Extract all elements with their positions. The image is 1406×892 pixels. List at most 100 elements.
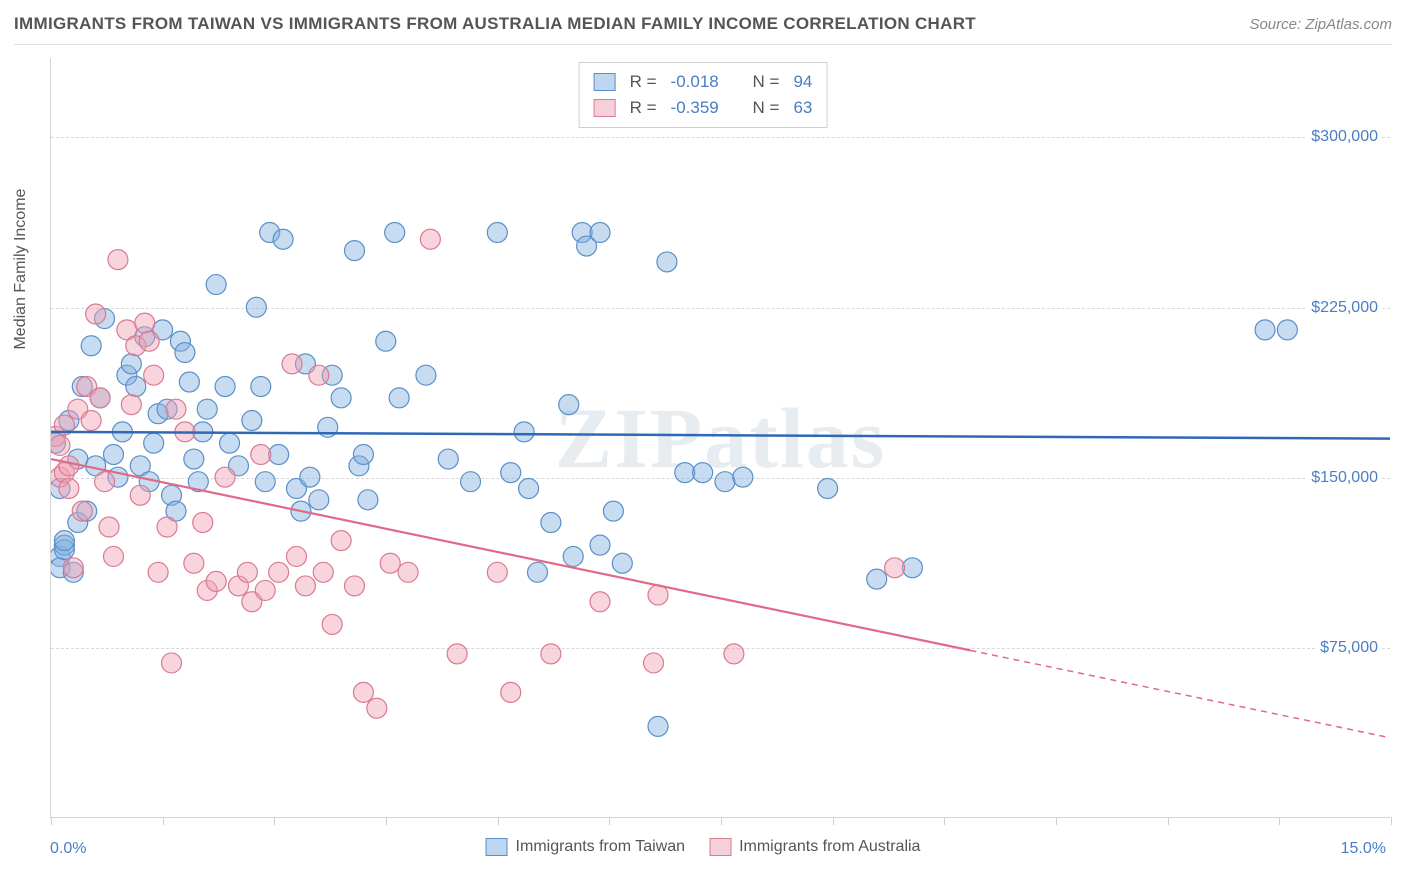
scatter-point — [563, 546, 583, 566]
xtick — [944, 817, 945, 825]
legend-row-australia: R = -0.359 N = 63 — [594, 95, 813, 121]
scatter-point — [519, 478, 539, 498]
scatter-point — [902, 558, 922, 578]
scatter-point — [367, 698, 387, 718]
scatter-point — [461, 472, 481, 492]
n-label: N = — [753, 69, 780, 95]
scatter-point — [358, 490, 378, 510]
scatter-point — [184, 449, 204, 469]
scatter-point — [385, 222, 405, 242]
scatter-point — [193, 512, 213, 532]
scatter-point — [389, 388, 409, 408]
scatter-point — [175, 343, 195, 363]
swatch-pink — [594, 99, 616, 117]
scatter-point — [86, 304, 106, 324]
scatter-point — [179, 372, 199, 392]
scatter-point — [514, 422, 534, 442]
scatter-point — [95, 472, 115, 492]
scatter-point — [331, 531, 351, 551]
scatter-point — [126, 377, 146, 397]
scatter-point — [313, 562, 333, 582]
swatch-pink — [709, 838, 731, 856]
chart-title: IMMIGRANTS FROM TAIWAN VS IMMIGRANTS FRO… — [14, 14, 976, 34]
scatter-point — [246, 297, 266, 317]
series-legend-taiwan: Immigrants from Taiwan — [486, 838, 686, 856]
scatter-point — [157, 517, 177, 537]
scatter-point — [331, 388, 351, 408]
scatter-point — [541, 644, 561, 664]
scatter-point — [693, 463, 713, 483]
ytick-label: $150,000 — [1307, 469, 1382, 487]
scatter-point — [398, 562, 418, 582]
scatter-point — [867, 569, 887, 589]
scatter-point — [590, 592, 610, 612]
scatter-point — [345, 576, 365, 596]
xtick — [498, 817, 499, 825]
scatter-point — [657, 252, 677, 272]
legend-row-taiwan: R = -0.018 N = 94 — [594, 69, 813, 95]
scatter-point — [72, 501, 92, 521]
scatter-point — [144, 365, 164, 385]
scatter-point — [162, 653, 182, 673]
scatter-point — [121, 395, 141, 415]
scatter-point — [81, 411, 101, 431]
scatter-point — [51, 435, 70, 455]
scatter-point — [376, 331, 396, 351]
scatter-point — [309, 490, 329, 510]
scatter-point — [295, 576, 315, 596]
scatter-point — [603, 501, 623, 521]
scatter-point — [447, 644, 467, 664]
scatter-point — [237, 562, 257, 582]
scatter-point — [269, 562, 289, 582]
scatter-point — [144, 433, 164, 453]
scatter-point — [501, 463, 521, 483]
xtick — [163, 817, 164, 825]
scatter-point — [612, 553, 632, 573]
scatter-point — [416, 365, 436, 385]
ytick-label: $75,000 — [1316, 639, 1382, 657]
xtick — [833, 817, 834, 825]
scatter-point — [184, 553, 204, 573]
plot-svg — [51, 58, 1390, 817]
r-value-australia: -0.359 — [671, 95, 731, 121]
scatter-point — [380, 553, 400, 573]
scatter-point — [818, 478, 838, 498]
title-bar: IMMIGRANTS FROM TAIWAN VS IMMIGRANTS FRO… — [14, 14, 1392, 45]
xtick — [386, 817, 387, 825]
swatch-blue — [594, 73, 616, 91]
scatter-point — [322, 614, 342, 634]
ytick-label: $300,000 — [1307, 128, 1382, 146]
scatter-point — [59, 456, 79, 476]
y-axis-label: Median Family Income — [12, 189, 30, 350]
scatter-point — [715, 472, 735, 492]
xtick — [1168, 817, 1169, 825]
plot-area: ZIPatlas $75,000$150,000$225,000$300,000 — [50, 58, 1390, 818]
scatter-point — [251, 445, 271, 465]
scatter-point — [59, 478, 79, 498]
scatter-point — [269, 445, 289, 465]
scatter-point — [220, 433, 240, 453]
trend-line — [51, 432, 1390, 439]
scatter-point — [90, 388, 110, 408]
scatter-point — [885, 558, 905, 578]
scatter-point — [438, 449, 458, 469]
scatter-point — [206, 571, 226, 591]
n-value-taiwan: 94 — [793, 69, 812, 95]
scatter-point — [103, 546, 123, 566]
scatter-point — [353, 445, 373, 465]
scatter-point — [242, 411, 262, 431]
scatter-point — [420, 229, 440, 249]
scatter-point — [675, 463, 695, 483]
scatter-point — [99, 517, 119, 537]
scatter-point — [255, 472, 275, 492]
scatter-point — [501, 682, 521, 702]
scatter-point — [251, 377, 271, 397]
r-label: R = — [630, 69, 657, 95]
series-legend-australia: Immigrants from Australia — [709, 838, 920, 856]
r-label: R = — [630, 95, 657, 121]
scatter-point — [528, 562, 548, 582]
series-name-taiwan: Immigrants from Taiwan — [516, 838, 686, 856]
xtick — [51, 817, 52, 825]
scatter-point — [590, 535, 610, 555]
scatter-point — [197, 399, 217, 419]
